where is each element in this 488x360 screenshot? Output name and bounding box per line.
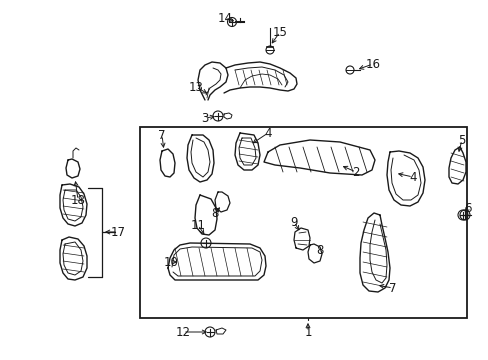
Bar (140, 127, 466, 318)
Text: 1: 1 (304, 325, 311, 338)
Text: 18: 18 (70, 194, 85, 207)
Text: 8: 8 (316, 243, 323, 257)
Text: 12: 12 (175, 325, 190, 338)
Text: 9: 9 (290, 216, 297, 229)
Text: 16: 16 (365, 58, 380, 71)
Text: 4: 4 (408, 171, 416, 184)
Text: 8: 8 (211, 207, 218, 220)
Text: 11: 11 (190, 219, 205, 231)
Text: 2: 2 (351, 166, 359, 179)
Text: 15: 15 (272, 26, 287, 39)
Text: 14: 14 (217, 12, 232, 24)
Text: 7: 7 (388, 282, 396, 294)
Text: 5: 5 (457, 134, 465, 147)
Text: 17: 17 (110, 225, 125, 239)
Text: 10: 10 (163, 256, 178, 269)
Text: 6: 6 (463, 202, 471, 215)
Text: 13: 13 (188, 81, 203, 94)
Text: 7: 7 (158, 129, 165, 141)
Text: 4: 4 (264, 126, 271, 140)
Text: 3: 3 (201, 112, 208, 125)
